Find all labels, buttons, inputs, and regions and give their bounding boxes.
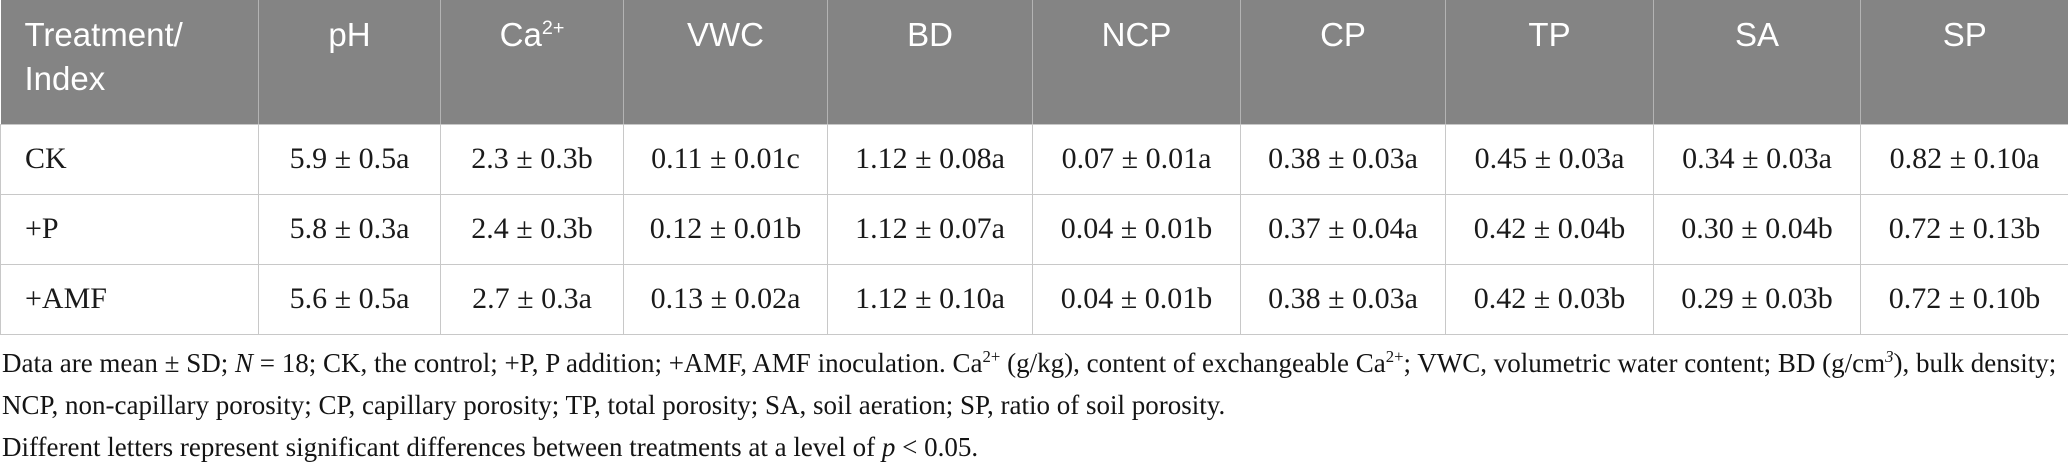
value-cell-cp: 0.37 ± 0.04a bbox=[1240, 193, 1446, 265]
header-label: pH bbox=[328, 16, 371, 53]
footnote-text: Data are mean ± SD; bbox=[2, 347, 235, 378]
column-header-cp: CP bbox=[1240, 0, 1446, 125]
footnote-text: = 18; CK, the control; +P, P addition; +… bbox=[253, 347, 983, 378]
value-cell-cp: 0.38 ± 0.03a bbox=[1240, 263, 1446, 335]
treatment-cell: +P bbox=[0, 193, 259, 265]
soil-properties-table: Treatment/ Index pH Ca2+ VWC BD NCP CP T… bbox=[0, 0, 2068, 335]
value-cell-ncp: 0.07 ± 0.01a bbox=[1032, 123, 1241, 195]
column-header-bd: BD bbox=[827, 0, 1033, 125]
column-header-ph: pH bbox=[258, 0, 441, 125]
value-cell-bd: 1.12 ± 0.08a bbox=[827, 123, 1033, 195]
value-cell-vwc: 0.11 ± 0.01c bbox=[623, 123, 828, 195]
value-cell-tp: 0.42 ± 0.04b bbox=[1445, 193, 1654, 265]
value-cell-bd: 1.12 ± 0.10a bbox=[827, 263, 1033, 335]
header-label: TP bbox=[1528, 16, 1571, 53]
value-cell-tp: 0.42 ± 0.03b bbox=[1445, 263, 1654, 335]
value-cell-ca: 2.4 ± 0.3b bbox=[440, 193, 624, 265]
value-cell-sa: 0.30 ± 0.04b bbox=[1653, 193, 1861, 265]
value-cell-ncp: 0.04 ± 0.01b bbox=[1032, 193, 1241, 265]
superscript-3: 3 bbox=[1885, 346, 1894, 366]
column-header-vwc: VWC bbox=[623, 0, 828, 125]
footnote-text: < 0.05. bbox=[895, 431, 979, 462]
footnote-italic-p: p bbox=[881, 431, 896, 462]
value-cell-ph: 5.8 ± 0.3a bbox=[258, 193, 441, 265]
footnote: Data are mean ± SD; N = 18; CK, the cont… bbox=[0, 335, 2068, 465]
value-cell-ca: 2.7 ± 0.3a bbox=[440, 263, 624, 335]
header-label: Ca bbox=[499, 16, 542, 53]
column-header-treatment-index: Treatment/ Index bbox=[0, 0, 259, 125]
footnote-text: ), bulk density; NCP, non-capillary poro… bbox=[2, 347, 2057, 420]
header-label: SA bbox=[1734, 16, 1780, 53]
header-label: CP bbox=[1320, 16, 1366, 53]
column-header-sa: SA bbox=[1653, 0, 1861, 125]
column-header-sp: SP bbox=[1860, 0, 2068, 125]
treatment-cell: CK bbox=[0, 123, 259, 195]
header-label: SP bbox=[1942, 16, 1987, 53]
column-header-ncp: NCP bbox=[1032, 0, 1241, 125]
footnote-abbreviations: Data are mean ± SD; N = 18; CK, the cont… bbox=[2, 342, 2066, 426]
value-cell-ph: 5.6 ± 0.5a bbox=[258, 263, 441, 335]
header-label: BD bbox=[907, 16, 953, 53]
value-cell-sp: 0.72 ± 0.10b bbox=[1860, 263, 2068, 335]
header-label-line2: Index bbox=[24, 60, 106, 97]
table-row-plus-p: +P 5.8 ± 0.3a 2.4 ± 0.3b 0.12 ± 0.01b 1.… bbox=[0, 193, 2068, 265]
value-cell-sa: 0.29 ± 0.03b bbox=[1653, 263, 1861, 335]
treatment-cell: +AMF bbox=[0, 263, 259, 335]
value-cell-tp: 0.45 ± 0.03a bbox=[1445, 123, 1654, 195]
footnote-significance: Different letters represent significant … bbox=[2, 426, 2066, 465]
superscript-2plus: 2+ bbox=[541, 17, 565, 39]
footnote-text: (g/kg), content of exchangeable Ca bbox=[1000, 347, 1386, 378]
value-cell-sp: 0.72 ± 0.13b bbox=[1860, 193, 2068, 265]
value-cell-vwc: 0.12 ± 0.01b bbox=[623, 193, 828, 265]
superscript-2plus: 2+ bbox=[1385, 346, 1404, 366]
header-label: NCP bbox=[1101, 16, 1172, 53]
column-header-ca: Ca2+ bbox=[440, 0, 624, 125]
footnote-text: ; VWC, volumetric water content; BD (g/c… bbox=[1403, 347, 1886, 378]
header-label: VWC bbox=[687, 16, 764, 53]
value-cell-ncp: 0.04 ± 0.01b bbox=[1032, 263, 1241, 335]
superscript-2plus: 2+ bbox=[982, 346, 1001, 366]
footnote-text: Different letters represent significant … bbox=[2, 431, 882, 462]
table-row-ck: CK 5.9 ± 0.5a 2.3 ± 0.3b 0.11 ± 0.01c 1.… bbox=[0, 123, 2068, 195]
footnote-italic-n: N bbox=[234, 347, 253, 378]
header-row: Treatment/ Index pH Ca2+ VWC BD NCP CP T… bbox=[0, 0, 2068, 125]
value-cell-vwc: 0.13 ± 0.02a bbox=[623, 263, 828, 335]
value-cell-sa: 0.34 ± 0.03a bbox=[1653, 123, 1861, 195]
table-row-plus-amf: +AMF 5.6 ± 0.5a 2.7 ± 0.3a 0.13 ± 0.02a … bbox=[0, 263, 2068, 335]
value-cell-ph: 5.9 ± 0.5a bbox=[258, 123, 441, 195]
value-cell-cp: 0.38 ± 0.03a bbox=[1240, 123, 1446, 195]
header-label-line1: Treatment/ bbox=[24, 16, 183, 53]
column-header-tp: TP bbox=[1445, 0, 1654, 125]
value-cell-ca: 2.3 ± 0.3b bbox=[440, 123, 624, 195]
value-cell-sp: 0.82 ± 0.10a bbox=[1860, 123, 2068, 195]
value-cell-bd: 1.12 ± 0.07a bbox=[827, 193, 1033, 265]
